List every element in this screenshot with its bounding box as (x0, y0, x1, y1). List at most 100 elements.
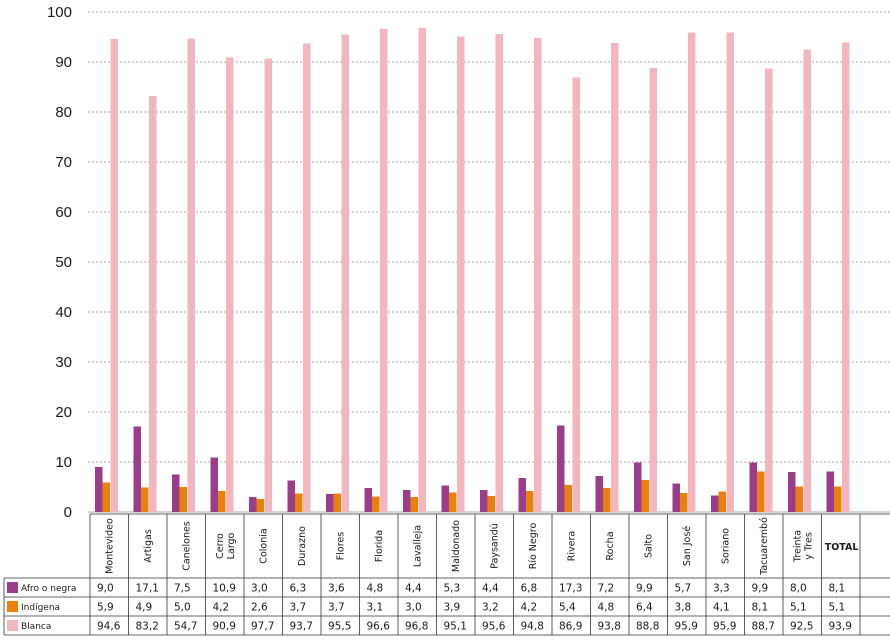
bar-indígena-12 (564, 485, 572, 512)
bar-indígena-19 (834, 486, 842, 512)
table-cell: 3,0 (251, 583, 268, 595)
table-cell: 93,7 (290, 621, 313, 633)
bar-blanca-11 (534, 38, 542, 512)
table-cell: 95,9 (713, 621, 736, 633)
table-cell: 17,1 (136, 583, 159, 595)
category-label: Treintay Tres (792, 530, 814, 563)
bar-blanca-7 (380, 29, 388, 512)
table-cell: 3,8 (675, 602, 692, 614)
legend-swatch-0 (7, 582, 18, 593)
table-cell: 10,9 (213, 583, 236, 595)
category-label: Artigas (143, 529, 154, 563)
table-cell: 88,7 (752, 621, 775, 633)
table-cell: 2,6 (251, 602, 268, 614)
y-tick-label-50: 50 (55, 254, 72, 271)
table-cell: 7,5 (174, 583, 191, 595)
series-name-1: Indígena (21, 603, 60, 613)
bar-indígena-18 (795, 486, 803, 512)
bar-blanca-17 (765, 68, 773, 512)
bar-indígena-17 (757, 471, 765, 512)
table-cell: 5,9 (97, 602, 114, 614)
legend-swatch-1 (7, 601, 18, 612)
bar-blanca-12 (572, 77, 580, 512)
category-label: Rocha (605, 531, 616, 560)
table-cell: 94,6 (97, 621, 121, 633)
bar-afro-o-negra-5 (287, 480, 295, 512)
y-tick-label-100: 100 (47, 4, 72, 21)
bar-afro-o-negra-18 (788, 472, 796, 512)
table-cell: 96,8 (405, 621, 428, 633)
bar-indígena-15 (680, 493, 688, 512)
bar-indígena-5 (295, 493, 303, 512)
data-table: Montevideo Artigas Canelones CerroLargo Colo… (3, 513, 890, 636)
table-cell: 7,2 (598, 583, 615, 595)
y-tick-label-60: 60 (55, 204, 72, 221)
bar-blanca-16 (726, 32, 734, 512)
bar-blanca-19 (842, 42, 850, 512)
table-cell: 8,0 (790, 583, 807, 595)
bar-blanca-13 (611, 43, 619, 512)
table-cell: 5,3 (444, 583, 461, 595)
bar-afro-o-negra-8 (403, 490, 411, 512)
table-cell: 4,9 (136, 602, 153, 614)
category-label: Canelones (181, 521, 192, 571)
bar-indígena-13 (603, 488, 611, 512)
bar-blanca-18 (803, 49, 811, 512)
bars (95, 28, 850, 512)
table-cell: 8,1 (829, 583, 846, 595)
table-cell: 95,9 (675, 621, 698, 633)
series-name-2: Blanca (21, 622, 51, 632)
table-cell: 17,3 (559, 583, 582, 595)
bar-afro-o-negra-11 (518, 478, 526, 512)
bar-afro-o-negra-15 (672, 483, 680, 512)
table-cell: 83,2 (136, 621, 159, 633)
bar-afro-o-negra-17 (749, 462, 757, 512)
bar-indígena-7 (372, 496, 380, 512)
table-cell: 88,8 (636, 621, 659, 633)
bar-blanca-1 (149, 96, 157, 512)
table-cell: 9,9 (752, 583, 769, 595)
category-label: Colonia (258, 528, 269, 563)
category-label: Salto (643, 534, 654, 558)
bar-indígena-2 (179, 487, 187, 512)
table-cell: 5,4 (559, 602, 576, 614)
category-label: CerroLargo (215, 532, 237, 559)
legend-swatch-2 (7, 620, 18, 631)
category-label-total: TOTAL (825, 542, 859, 553)
table-cell: 9,9 (636, 583, 653, 595)
bar-indígena-0 (102, 482, 110, 512)
bar-indígena-11 (526, 491, 534, 512)
bar-afro-o-negra-14 (634, 462, 642, 512)
table-cell: 96,6 (367, 621, 391, 633)
y-tick-label-40: 40 (55, 304, 72, 321)
category-label: Tacuarembó (759, 517, 770, 576)
y-tick-label-20: 20 (55, 404, 72, 421)
table-cell: 5,1 (790, 602, 807, 614)
bar-indígena-4 (256, 499, 264, 512)
bar-afro-o-negra-9 (441, 485, 449, 512)
bar-afro-o-negra-16 (711, 495, 719, 512)
table-cell: 4,4 (482, 583, 499, 595)
bar-blanca-4 (264, 58, 272, 512)
category-label: Rivera (566, 531, 577, 561)
table-cell: 86,9 (559, 621, 582, 633)
table-cell: 4,2 (213, 602, 230, 614)
bar-blanca-8 (418, 28, 426, 512)
table-cell: 90,9 (213, 621, 236, 633)
bar-afro-o-negra-6 (326, 494, 334, 512)
gridlines (88, 11, 890, 513)
table-cell: 4,2 (521, 602, 538, 614)
bar-indígena-8 (410, 497, 418, 512)
bar-afro-o-negra-1 (133, 426, 141, 512)
category-label: Durazno (297, 526, 308, 566)
y-tick-label-30: 30 (55, 354, 72, 371)
bar-blanca-9 (457, 36, 465, 512)
bar-blanca-3 (226, 57, 234, 512)
y-tick-label-10: 10 (55, 454, 72, 471)
bar-blanca-10 (495, 34, 503, 512)
table-cell: 3,7 (328, 602, 345, 614)
bar-blanca-5 (303, 43, 311, 512)
bar-afro-o-negra-10 (480, 490, 488, 512)
table-cell: 4,4 (405, 583, 422, 595)
